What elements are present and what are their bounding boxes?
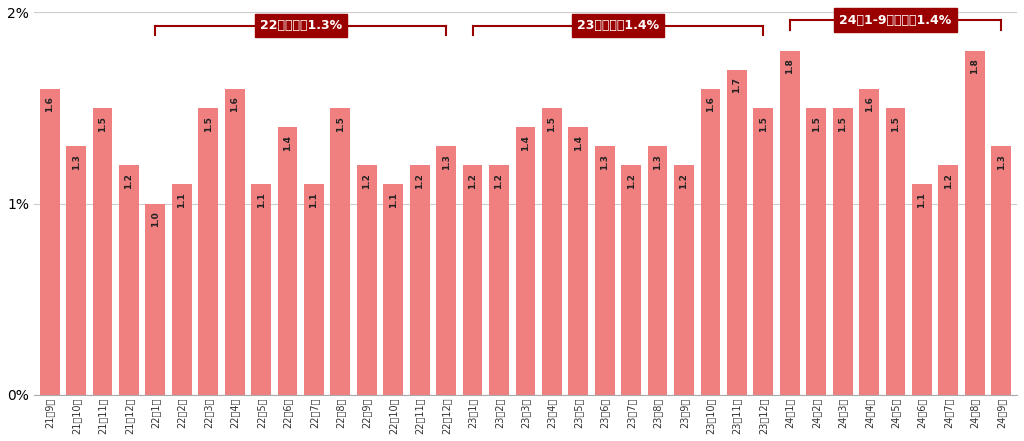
Text: 24年1-9月平均：1.4%: 24年1-9月平均：1.4% [840, 14, 951, 26]
Text: 1.6: 1.6 [230, 97, 240, 112]
Text: 23年平均：1.4%: 23年平均：1.4% [577, 19, 659, 32]
Text: 1.4: 1.4 [283, 135, 292, 151]
Text: 1.6: 1.6 [864, 97, 873, 112]
Text: 1.3: 1.3 [600, 154, 609, 170]
Text: 1.3: 1.3 [996, 154, 1006, 170]
Text: 1.3: 1.3 [653, 154, 663, 170]
Text: 1.8: 1.8 [971, 58, 979, 74]
Text: 1.2: 1.2 [415, 173, 424, 189]
Text: 1.2: 1.2 [362, 173, 372, 189]
Text: 1.2: 1.2 [468, 173, 477, 189]
Text: 1.5: 1.5 [98, 116, 108, 131]
Text: 1.7: 1.7 [732, 78, 741, 93]
Text: 1.1: 1.1 [309, 192, 318, 208]
Bar [938, 165, 958, 395]
Bar [647, 146, 668, 395]
Bar [833, 108, 853, 395]
Bar [92, 108, 113, 395]
Bar [912, 184, 932, 395]
Text: 1.2: 1.2 [944, 173, 953, 189]
Bar [674, 165, 694, 395]
Text: 1.8: 1.8 [785, 58, 795, 74]
Bar [145, 204, 165, 395]
Text: 1.5: 1.5 [812, 116, 820, 131]
Bar [436, 146, 456, 395]
Bar [700, 89, 720, 395]
Text: 1.5: 1.5 [838, 116, 847, 131]
Bar [304, 184, 324, 395]
Text: 1.5: 1.5 [548, 116, 556, 131]
Text: 1.5: 1.5 [891, 116, 900, 131]
Bar [119, 165, 139, 395]
Text: 22年平均：1.3%: 22年平均：1.3% [260, 19, 342, 32]
Text: 1.5: 1.5 [204, 116, 213, 131]
Bar [410, 165, 430, 395]
Bar [991, 146, 1011, 395]
Bar [463, 165, 482, 395]
Text: 1.2: 1.2 [627, 173, 636, 189]
Bar [278, 127, 297, 395]
Bar [965, 51, 985, 395]
Text: 1.2: 1.2 [495, 173, 504, 189]
Bar [515, 127, 536, 395]
Text: 1.2: 1.2 [125, 173, 133, 189]
Bar [40, 89, 59, 395]
Text: 1.5: 1.5 [759, 116, 768, 131]
Bar [622, 165, 641, 395]
Text: 1.5: 1.5 [336, 116, 345, 131]
Text: 1.6: 1.6 [706, 97, 715, 112]
Bar [859, 89, 879, 395]
Bar [331, 108, 350, 395]
Bar [886, 108, 905, 395]
Bar [727, 70, 746, 395]
Bar [225, 89, 245, 395]
Bar [383, 184, 403, 395]
Text: 1.1: 1.1 [389, 192, 397, 208]
Text: 1.1: 1.1 [177, 192, 186, 208]
Text: 1.3: 1.3 [441, 154, 451, 170]
Bar [199, 108, 218, 395]
Text: 1.3: 1.3 [72, 154, 81, 170]
Text: 1.6: 1.6 [45, 97, 54, 112]
Text: 1.1: 1.1 [918, 192, 927, 208]
Bar [251, 184, 271, 395]
Bar [67, 146, 86, 395]
Text: 1.2: 1.2 [680, 173, 688, 189]
Text: 1.4: 1.4 [521, 135, 530, 151]
Bar [172, 184, 191, 395]
Bar [806, 108, 826, 395]
Text: 1.0: 1.0 [151, 211, 160, 227]
Bar [568, 127, 588, 395]
Bar [780, 51, 800, 395]
Text: 1.4: 1.4 [573, 135, 583, 151]
Bar [754, 108, 773, 395]
Bar [595, 146, 614, 395]
Bar [357, 165, 377, 395]
Text: 1.1: 1.1 [257, 192, 265, 208]
Bar [489, 165, 509, 395]
Bar [542, 108, 562, 395]
